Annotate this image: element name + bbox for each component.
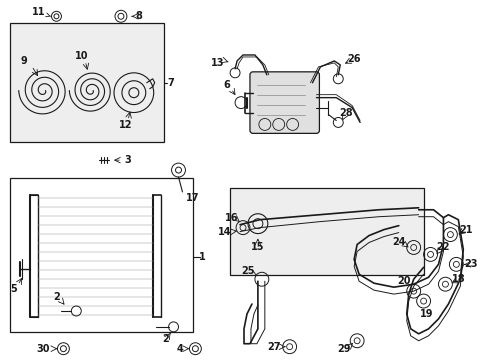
Text: 16: 16 <box>225 213 238 223</box>
Text: 30: 30 <box>37 344 50 354</box>
Text: 25: 25 <box>241 266 254 276</box>
Text: 2: 2 <box>53 292 60 302</box>
Bar <box>10 23 163 142</box>
Text: 14: 14 <box>218 226 231 237</box>
Text: 23: 23 <box>464 259 477 269</box>
Text: 2: 2 <box>162 334 169 344</box>
Bar <box>230 188 423 275</box>
Text: 13: 13 <box>210 58 224 68</box>
Text: 27: 27 <box>266 342 280 352</box>
Text: 5: 5 <box>10 284 17 294</box>
Text: 21: 21 <box>459 225 472 235</box>
Text: 22: 22 <box>436 243 449 252</box>
Text: 19: 19 <box>419 309 432 319</box>
FancyBboxPatch shape <box>249 72 319 133</box>
Text: 11: 11 <box>32 7 50 17</box>
Text: 10: 10 <box>74 51 88 61</box>
Text: 6: 6 <box>224 80 230 90</box>
Text: 15: 15 <box>251 243 264 252</box>
Text: 4: 4 <box>177 344 183 354</box>
Text: 26: 26 <box>346 54 360 64</box>
Text: 7: 7 <box>167 78 174 88</box>
Text: 3: 3 <box>124 155 131 165</box>
Text: 28: 28 <box>339 108 352 117</box>
Bar <box>10 178 193 332</box>
Text: 12: 12 <box>119 121 132 130</box>
Text: 1: 1 <box>199 252 205 262</box>
Text: 9: 9 <box>20 56 27 66</box>
Text: 20: 20 <box>396 276 409 286</box>
Text: 29: 29 <box>337 344 350 354</box>
Text: 17: 17 <box>185 193 199 203</box>
Text: 8: 8 <box>135 11 142 21</box>
Text: 24: 24 <box>391 237 405 247</box>
Text: 18: 18 <box>450 274 464 284</box>
